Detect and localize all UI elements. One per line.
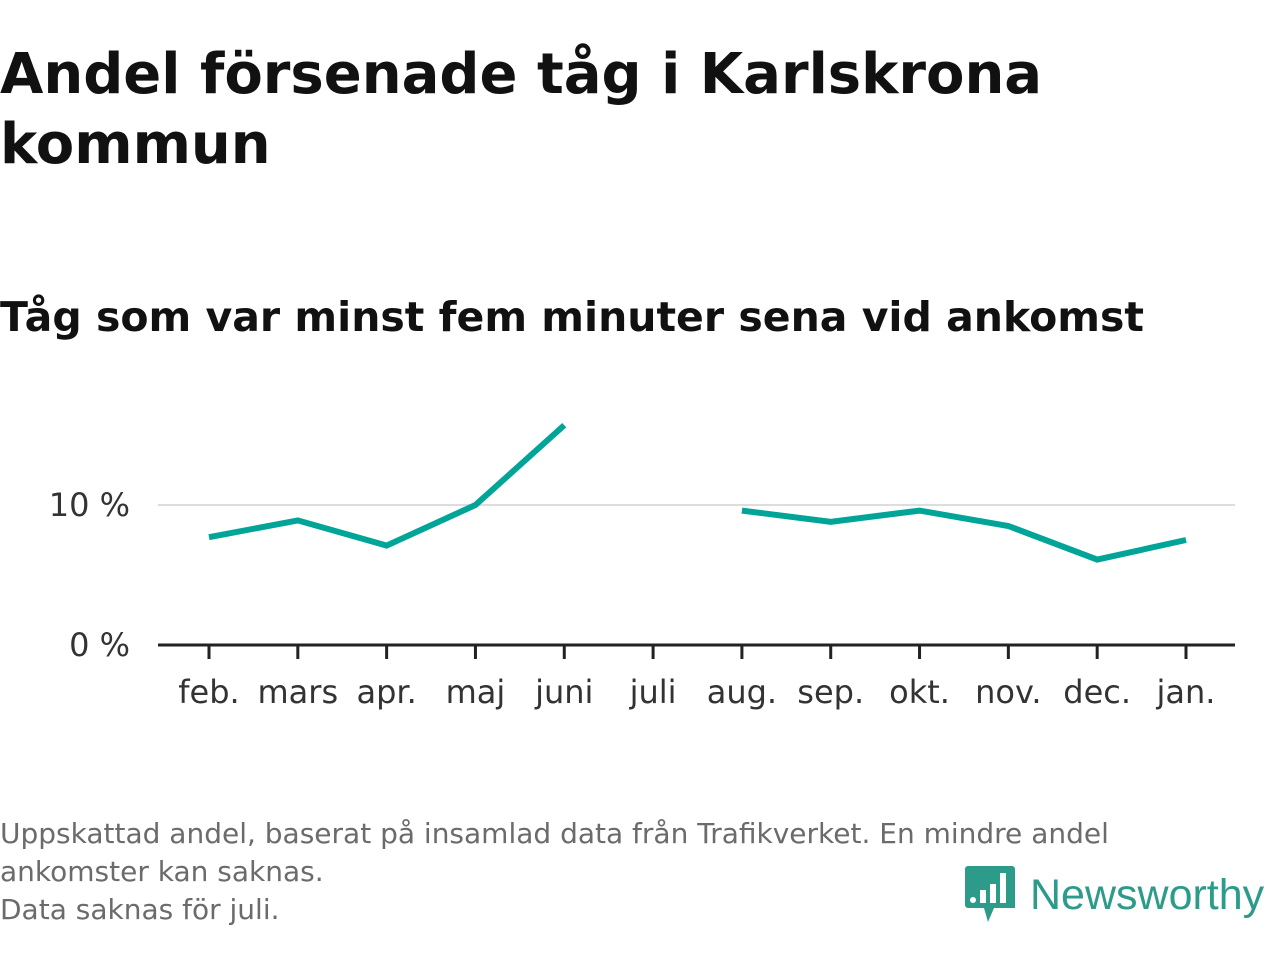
newsworthy-logo-icon <box>965 866 1015 922</box>
x-tick-label: okt. <box>889 673 950 711</box>
x-tick-label: jan. <box>1156 673 1216 711</box>
x-axis <box>158 643 1235 659</box>
series-line <box>741 507 1187 563</box>
footnote-line: Uppskattad andel, baserat på insamlad da… <box>0 817 1109 850</box>
brand-name: Newsworthy <box>1030 871 1265 919</box>
series-lines <box>208 422 1187 563</box>
x-tick-label: mars <box>258 673 339 711</box>
x-axis-tick-labels: feb. mars apr. maj juni juli aug. sep. okt. nov. d… <box>178 673 1215 711</box>
line-chart: 0 % 10 % feb. mars apr. maj juni juli aug. sep. o… <box>49 422 1235 711</box>
x-tick-label: aug. <box>707 673 777 711</box>
x-tick-label: dec. <box>1063 673 1131 711</box>
footnote-line: Data saknas för juli. <box>0 893 280 926</box>
x-tick-label: nov. <box>975 673 1041 711</box>
series-line <box>208 422 567 549</box>
brand-logo[interactable]: Newsworthy <box>964 864 1264 926</box>
footnote: Uppskattad andel, baserat på insamlad da… <box>0 815 1270 929</box>
chart-subtitle: Tåg som var minst fem minuter sena vid a… <box>0 293 1145 341</box>
x-tick-label: sep. <box>797 673 864 711</box>
footnote-line: ankomster kan saknas. <box>0 855 324 888</box>
y-tick-label: 10 % <box>49 486 130 524</box>
chart-title: Andel försenade tåg i Karlskrona kommun <box>0 42 1043 177</box>
x-tick-label: apr. <box>356 673 416 711</box>
x-tick-label: maj <box>446 673 506 711</box>
x-tick-label: juni <box>534 673 593 711</box>
x-tick-label: juli <box>629 673 677 711</box>
x-tick-label: feb. <box>178 673 239 711</box>
y-tick-label: 0 % <box>69 626 130 664</box>
y-axis-tick-labels: 0 % 10 % <box>49 486 130 664</box>
